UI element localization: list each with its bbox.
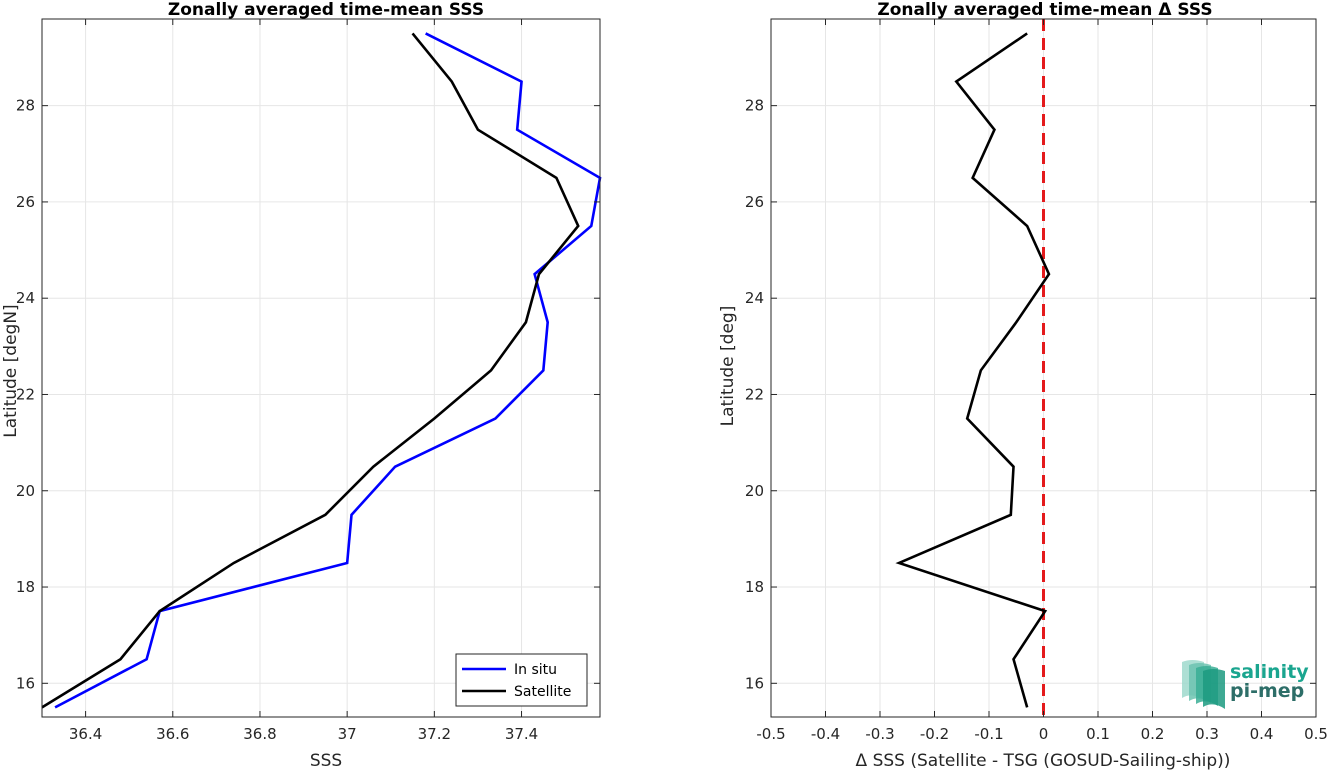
layered-ocean-waves-icon bbox=[1182, 660, 1225, 709]
delta-sss-y-tick-label: 22 bbox=[745, 385, 764, 403]
salinity-pi-mep-logo: salinity pi-mep bbox=[1182, 660, 1309, 709]
sss-x-tick-label: 36.6 bbox=[156, 725, 189, 743]
sss-series-line-in-situ bbox=[54, 32, 602, 709]
delta-sss-x-tick-label: -0.5 bbox=[756, 725, 785, 743]
sss-y-tick-label: 24 bbox=[16, 289, 35, 307]
sss-chart-xlabel: SSS bbox=[310, 751, 342, 770]
sss-legend: In situ Satellite bbox=[455, 653, 588, 707]
sss-series-group bbox=[41, 32, 602, 709]
delta-sss-y-tick-label: 16 bbox=[745, 674, 764, 692]
delta-sss-x-tick-label: 0 bbox=[1039, 725, 1049, 743]
delta-sss-y-tick-label: 18 bbox=[745, 578, 764, 596]
sss-chart: Zonally averaged time-mean SSS SSS Latit… bbox=[1, 0, 602, 770]
sss-y-tick-label: 20 bbox=[16, 482, 35, 500]
sss-chart-title: Zonally averaged time-mean SSS bbox=[168, 0, 484, 20]
sss-y-tick-label: 26 bbox=[16, 193, 35, 211]
sss-axes-box bbox=[41, 18, 601, 718]
sss-x-tick-label: 36.8 bbox=[243, 725, 276, 743]
delta-sss-x-tick-label: 0.5 bbox=[1304, 725, 1328, 743]
sss-chart-ylabel: Latitude [degN] bbox=[1, 304, 21, 437]
sss-x-tick-label: 37.4 bbox=[505, 725, 538, 743]
delta-sss-y-tick-label: 20 bbox=[745, 482, 764, 500]
delta-sss-x-tick-label: -0.1 bbox=[974, 725, 1003, 743]
delta-sss-x-tick-label: 0.1 bbox=[1086, 725, 1110, 743]
delta-sss-chart: Zonally averaged time-mean Δ SSS Δ SSS (… bbox=[718, 0, 1328, 770]
delta-sss-x-tick-label: 0.4 bbox=[1250, 725, 1274, 743]
delta-sss-y-tick-label: 28 bbox=[745, 97, 764, 115]
sss-y-tick-label: 28 bbox=[16, 97, 35, 115]
sss-grid bbox=[42, 19, 600, 717]
delta-sss-x-tick-label: -0.3 bbox=[865, 725, 894, 743]
sss-series-line-satellite bbox=[41, 32, 580, 709]
sss-x-tick-label: 37.2 bbox=[418, 725, 451, 743]
delta-sss-y-tick-label: 26 bbox=[745, 193, 764, 211]
sss-x-tick-label: 37 bbox=[338, 725, 357, 743]
sss-legend-label: Satellite bbox=[514, 684, 571, 700]
delta-sss-x-tick-label: -0.4 bbox=[811, 725, 840, 743]
sss-x-tick-label: 36.4 bbox=[69, 725, 102, 743]
delta-sss-x-tick-label: -0.2 bbox=[920, 725, 949, 743]
delta-sss-chart-ylabel: Latitude [deg] bbox=[718, 306, 738, 427]
delta-sss-x-tick-label: 0.2 bbox=[1141, 725, 1165, 743]
sss-y-tick-label: 22 bbox=[16, 385, 35, 403]
sss-legend-box bbox=[455, 653, 588, 707]
logo-line-1: salinity bbox=[1230, 661, 1309, 683]
delta-sss-series-group bbox=[895, 32, 1051, 708]
delta-sss-y-tick-label: 24 bbox=[745, 289, 764, 307]
sss-legend-label: In situ bbox=[514, 662, 557, 678]
delta-sss-chart-xlabel: Δ SSS (Satellite - TSG (GOSUD-Sailing-sh… bbox=[856, 751, 1231, 770]
logo-line-2: pi-mep bbox=[1230, 680, 1304, 702]
delta-sss-chart-title: Zonally averaged time-mean Δ SSS bbox=[877, 0, 1212, 20]
delta-sss-x-tick-label: 0.3 bbox=[1195, 725, 1219, 743]
delta-sss-series-line-delta bbox=[895, 32, 1051, 708]
sss-y-tick-label: 16 bbox=[16, 674, 35, 692]
wave-layer-shape bbox=[1203, 669, 1225, 709]
sss-y-tick-label: 18 bbox=[16, 578, 35, 596]
